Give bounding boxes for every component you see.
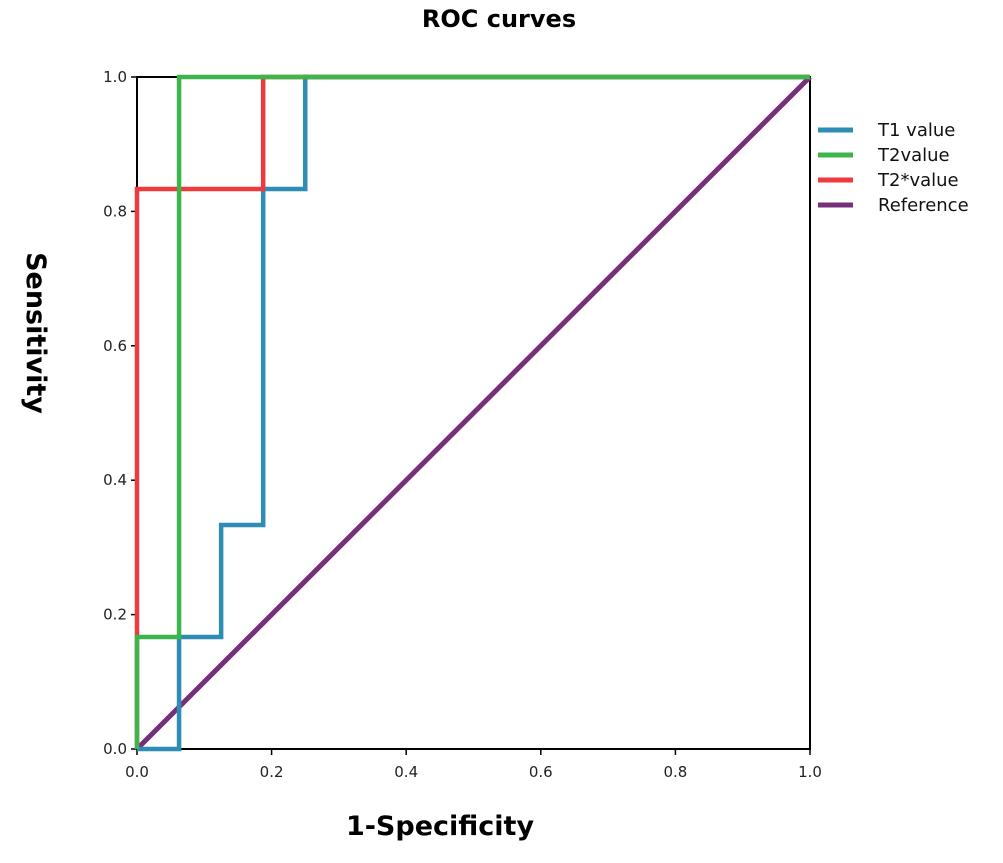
axis-ticks: 0.0 0.2 0.4 0.6 0.8 1.0 0.0 0.2 0.4 0.6 0.8 1.0: [103, 68, 822, 781]
x-tick-label: 0.8: [663, 763, 687, 781]
x-tick-label: 1.0: [798, 763, 822, 781]
series-line-t1-value: [137, 74, 810, 752]
y-axis-title: Sensitivity: [20, 252, 51, 414]
legend-label-reference: Reference: [878, 195, 969, 216]
y-tick-label: 0.6: [103, 337, 127, 355]
x-tick-label: 0.2: [260, 763, 284, 781]
legend: T1 value T2value T2*value Reference: [818, 120, 969, 216]
series-line-reference: [135, 75, 812, 751]
x-tick-label: 0.4: [394, 763, 418, 781]
x-tick-label: 0.6: [529, 763, 553, 781]
legend-label-t2starvalue: T2*value: [877, 170, 959, 191]
legend-label-t2value: T2value: [877, 145, 950, 166]
x-tick-label: 0.0: [125, 763, 149, 781]
y-tick-label: 1.0: [103, 68, 127, 86]
y-tick-label: 0.8: [103, 202, 127, 220]
series-line-t2value: [134, 74, 810, 749]
y-tick-label: 0.4: [103, 471, 127, 489]
x-axis-title: 1-Specificity: [346, 811, 535, 842]
series-layer: [134, 74, 812, 752]
chart-title: ROC curves: [422, 5, 576, 33]
y-tick-label: 0.0: [103, 740, 127, 758]
y-tick-label: 0.2: [103, 606, 127, 624]
legend-label-t1-value: T1 value: [877, 120, 955, 141]
